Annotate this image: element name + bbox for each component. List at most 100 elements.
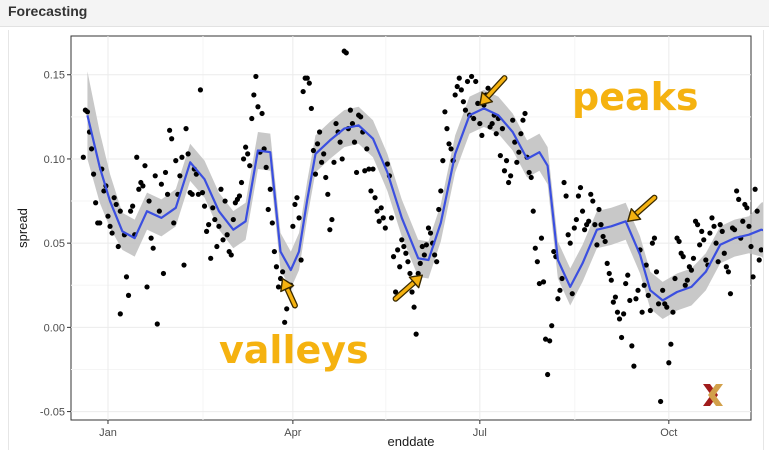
- data-point: [655, 301, 662, 307]
- data-point: [156, 208, 162, 214]
- data-point: [321, 151, 327, 157]
- data-point: [90, 171, 97, 177]
- data-point: [602, 238, 608, 245]
- data-point: [179, 154, 185, 160]
- data-point: [349, 120, 356, 127]
- data-point: [343, 50, 349, 56]
- data-point: [608, 277, 614, 283]
- data-point: [612, 294, 619, 300]
- data-point: [210, 205, 216, 211]
- x-tick-label: Jul: [473, 427, 487, 439]
- data-point: [610, 299, 616, 305]
- data-point: [374, 208, 380, 214]
- data-point: [282, 319, 288, 325]
- confidence-ribbon: [87, 71, 763, 319]
- data-point: [347, 107, 353, 113]
- data-point: [697, 242, 703, 248]
- data-point: [633, 296, 639, 302]
- data-point: [503, 158, 510, 164]
- data-point: [460, 99, 466, 105]
- data-point: [454, 83, 460, 90]
- scatter-points-layer: [80, 48, 763, 405]
- data-point: [427, 230, 434, 236]
- data-point: [756, 257, 762, 263]
- arrow-head: [627, 208, 642, 222]
- y-tick-label: -0.05: [40, 407, 65, 419]
- arrow-icon: [479, 75, 508, 106]
- data-point: [616, 316, 623, 322]
- y-tick-label: 0.05: [44, 238, 65, 250]
- data-point: [162, 169, 169, 176]
- data-point: [555, 296, 561, 302]
- data-point: [80, 154, 86, 160]
- data-point: [224, 232, 230, 238]
- x-axis-ticks: Jan Apr Jul Oct: [99, 420, 677, 439]
- data-point: [501, 168, 508, 174]
- data-point: [218, 186, 224, 192]
- data-point: [526, 169, 532, 176]
- data-point: [405, 259, 411, 265]
- data-point: [559, 275, 565, 282]
- data-point: [314, 141, 321, 147]
- data-point: [384, 161, 390, 167]
- data-point: [273, 264, 280, 270]
- data-point: [464, 78, 471, 85]
- data-point: [670, 309, 676, 315]
- data-point: [158, 181, 164, 187]
- data-point: [419, 243, 425, 250]
- data-point: [561, 179, 567, 186]
- data-point: [105, 213, 111, 219]
- data-point: [310, 147, 317, 154]
- spread-forecast-chart: -0.05 0.00 0.05 0.10 0.15 Jan Apr Jul Oct endda…: [15, 35, 763, 449]
- data-point: [489, 120, 495, 127]
- data-point: [643, 262, 649, 268]
- data-point: [197, 87, 204, 93]
- data-point: [471, 115, 477, 122]
- data-point: [588, 191, 594, 197]
- data-point: [567, 240, 573, 246]
- data-point: [316, 129, 323, 135]
- data-point: [319, 159, 325, 165]
- data-point: [530, 208, 536, 214]
- data-point: [462, 107, 469, 113]
- data-point: [185, 151, 191, 157]
- data-point: [150, 245, 156, 251]
- data-point: [164, 191, 171, 197]
- valleys-label: valleys: [219, 328, 369, 372]
- data-point: [395, 247, 401, 253]
- data-point: [707, 230, 713, 236]
- data-point: [403, 250, 409, 256]
- data-point: [497, 152, 503, 159]
- data-point: [520, 117, 526, 123]
- data-point: [499, 126, 506, 132]
- data-point: [748, 243, 754, 250]
- data-point: [493, 131, 499, 137]
- data-point: [337, 139, 343, 145]
- data-point: [725, 269, 732, 275]
- data-point: [479, 132, 485, 138]
- data-point: [623, 280, 629, 287]
- data-point: [639, 309, 645, 315]
- data-point: [581, 227, 588, 233]
- data-point: [651, 235, 658, 241]
- data-point: [618, 334, 625, 341]
- data-point: [154, 321, 160, 327]
- data-point: [265, 206, 271, 213]
- data-point: [469, 73, 475, 80]
- data-point: [247, 163, 253, 169]
- data-point: [571, 225, 577, 231]
- arrow-icon: [627, 194, 658, 222]
- data-point: [703, 257, 709, 263]
- section-title: Forecasting: [8, 3, 88, 19]
- data-point: [358, 114, 364, 120]
- data-point: [134, 154, 140, 160]
- data-point: [183, 126, 189, 132]
- annotation-arrows: [280, 75, 658, 309]
- data-point: [545, 371, 551, 378]
- data-point: [627, 297, 633, 304]
- data-point: [113, 201, 119, 208]
- data-point: [167, 127, 173, 133]
- y-axis-ticks: -0.05 0.00 0.05 0.10 0.15: [40, 70, 71, 419]
- data-point: [575, 193, 582, 199]
- data-point: [88, 146, 95, 152]
